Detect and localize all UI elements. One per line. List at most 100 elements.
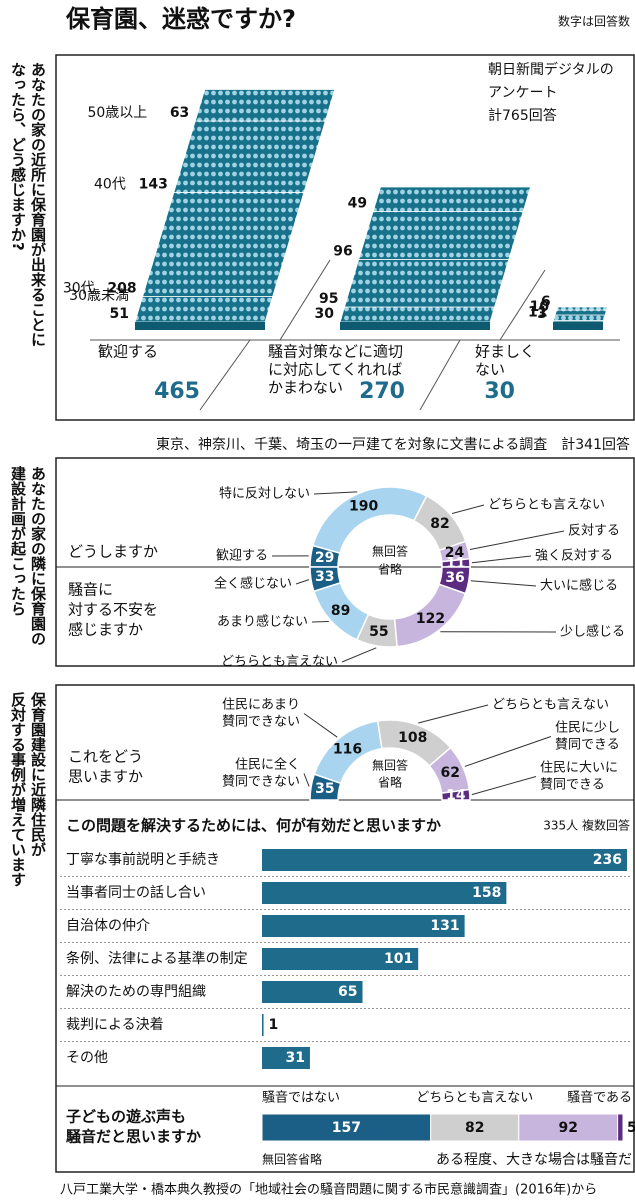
age-value: 10 — [530, 299, 550, 315]
no-answer: 省略 — [378, 775, 402, 790]
group-label: ない — [475, 361, 505, 379]
leader-line — [295, 579, 310, 585]
donut-value: 35 — [315, 781, 334, 797]
side-heading: 反対する事例が増えています — [9, 692, 27, 887]
crowd-front — [340, 322, 490, 330]
no-answer: 無回答省略 — [262, 1152, 322, 1167]
question: どうしますか — [68, 543, 158, 561]
donut-value: 55 — [369, 624, 388, 640]
donut-label: どちらとも言えない — [488, 498, 605, 513]
leader-line — [471, 776, 537, 796]
donut-label: 全く感じない — [214, 576, 292, 592]
separator — [419, 339, 461, 411]
leader-line — [452, 504, 485, 514]
side-heading: なったら、どう感じますか? — [9, 62, 27, 251]
age-value: 51 — [110, 306, 129, 322]
crowd-segment — [339, 306, 496, 323]
donut-value: 116 — [333, 741, 362, 757]
crowd-segment — [556, 306, 609, 311]
donut-label: 住民にあまり — [222, 698, 300, 713]
donut-label: どちらとも言えない — [221, 655, 338, 670]
donut-value: 62 — [440, 765, 459, 781]
age-value: 49 — [348, 196, 367, 212]
donut-label: 強く反対する — [535, 549, 613, 564]
separator — [279, 259, 331, 341]
donut-label: どちらとも言えない — [492, 698, 609, 713]
stacked-segment — [617, 1113, 624, 1142]
note: 数字は回答数 — [558, 14, 630, 29]
bar-value: 158 — [472, 885, 501, 901]
age-value: 11 — [528, 305, 547, 321]
bar — [262, 948, 419, 970]
donut-label: 賛同できない — [222, 775, 300, 790]
donut-label: 反対する — [568, 524, 620, 539]
stacked-value: 5 — [627, 1120, 635, 1136]
leader-line — [470, 530, 565, 550]
group-total: 270 — [359, 379, 405, 404]
separator — [499, 269, 546, 341]
donut-value: 14 — [446, 788, 466, 804]
age-label: 40代 — [94, 177, 126, 193]
stacked-value: 157 — [332, 1120, 361, 1136]
leader-line — [303, 773, 310, 787]
crowd-front — [553, 322, 603, 330]
section-box — [55, 54, 635, 421]
group-label: 騒音対策などに適切 — [268, 343, 403, 361]
stacked-segment — [261, 1113, 432, 1142]
bar-value: 236 — [593, 852, 622, 868]
age-value: 30 — [315, 306, 335, 322]
age-value: 6 — [541, 294, 551, 310]
age-value: 143 — [139, 177, 168, 193]
donut-label: 賛同できる — [540, 778, 605, 793]
group-total: 465 — [154, 379, 200, 404]
donut-value: 33 — [315, 569, 334, 585]
question: 思いますか — [68, 768, 143, 786]
bar — [262, 1014, 264, 1036]
donut-label: 住民に少し — [555, 721, 620, 736]
donut-value: 190 — [349, 499, 378, 515]
bar — [262, 849, 627, 871]
stacked-value: 92 — [558, 1120, 577, 1136]
crowd-front — [135, 322, 265, 330]
side-heading: 建設計画が起こったら — [9, 465, 27, 616]
survey-note: 東京、神奈川、千葉、埼玉の一戸建てを対象に文書による調査 計341回答 — [156, 436, 630, 453]
age-value: 3 — [537, 306, 547, 322]
title: 保育園、迷惑ですか? — [65, 5, 296, 33]
donut-label: 少し感じる — [560, 624, 625, 640]
age-label: 30代 — [63, 281, 95, 297]
bar-title: この問題を解決するためには、何が有効だと思いますか — [66, 817, 441, 835]
leader-line — [313, 491, 358, 495]
bar-category: 当事者同士の話し合い — [66, 884, 206, 901]
stacked-value: 82 — [465, 1120, 484, 1136]
donut-value: 36 — [445, 570, 464, 586]
leader-line — [464, 736, 552, 767]
donut-label: 賛同できない — [222, 715, 300, 730]
crowd-segment — [343, 259, 510, 308]
crowd-segment — [552, 314, 606, 321]
question: 騒音だと思いますか — [66, 1128, 201, 1146]
donut-value: 24 — [445, 545, 465, 561]
bar-value: 65 — [338, 984, 357, 1000]
bar-value: 131 — [430, 918, 459, 934]
stacked-label: ある程度、大きな場合は騒音だ — [436, 1151, 632, 1168]
bar — [262, 981, 363, 1003]
question: 子どもの遊ぶ声も — [66, 1108, 186, 1126]
donut-label: 大いに感じる — [540, 578, 618, 594]
bar — [262, 1047, 310, 1069]
donut-label: あまり感じない — [217, 614, 308, 630]
crowd-segment — [372, 186, 532, 212]
leader-line — [341, 647, 377, 663]
donut-label: 住民に大いに — [540, 761, 618, 776]
bar-value: 31 — [285, 1050, 304, 1066]
donut-label: 住民に全く — [235, 757, 300, 773]
leader-line — [418, 704, 489, 724]
leader-line — [471, 555, 532, 564]
group-label: かまわない — [268, 379, 343, 397]
stacked-label: どちらとも言えない — [416, 1091, 533, 1106]
donut-segment — [438, 566, 471, 595]
bar — [262, 882, 507, 904]
donut-label: 賛同できる — [555, 738, 620, 753]
donut-value: 89 — [331, 603, 350, 619]
bar-note: 335人 複数回答 — [543, 818, 630, 833]
